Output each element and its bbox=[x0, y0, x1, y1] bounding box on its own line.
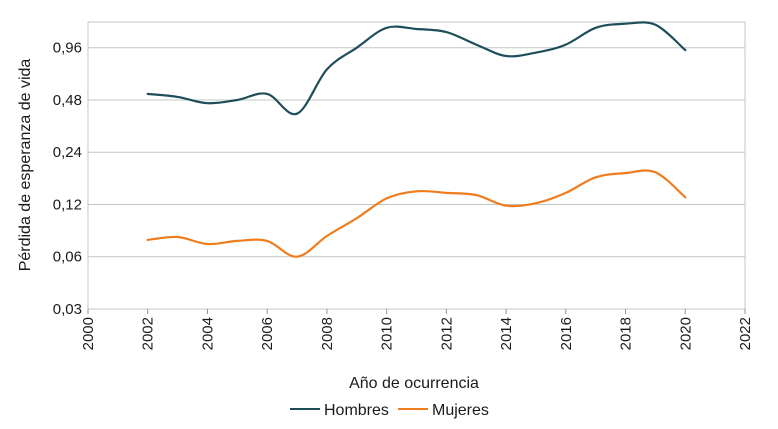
y-tick-label: 0,03 bbox=[53, 301, 82, 318]
x-tick-label: 2008 bbox=[319, 317, 336, 350]
legend-label-mujeres: Mujeres bbox=[432, 402, 489, 419]
y-tick-label: 0,96 bbox=[53, 40, 82, 57]
y-axis-title: Pérdida de esperanza de vida bbox=[17, 59, 34, 272]
series-lines bbox=[146, 21, 687, 258]
legend: Hombres Mujeres bbox=[290, 402, 489, 419]
x-axis-title: Año de ocurrencia bbox=[349, 375, 479, 392]
y-tick-label: 0,12 bbox=[53, 196, 82, 213]
x-axis-ticks: 2000 2002 2004 2006 2008 2010 2012 2014 2016 2018… bbox=[80, 309, 754, 350]
x-tick-label: 2016 bbox=[558, 317, 575, 350]
plot-frame bbox=[87, 21, 746, 310]
x-tick-label: 2006 bbox=[259, 317, 276, 350]
x-tick-label: 2012 bbox=[438, 317, 455, 350]
x-tick-label: 2004 bbox=[199, 317, 216, 350]
x-tick-label: 2014 bbox=[498, 317, 515, 350]
y-axis-ticks: 0,03 0,06 0,12 0,24 0,48 0,96 bbox=[53, 40, 82, 318]
legend-label-hombres: Hombres bbox=[324, 402, 389, 419]
x-tick-label: 2010 bbox=[379, 317, 396, 350]
series-line-mujeres bbox=[146, 169, 687, 258]
y-tick-label: 0,24 bbox=[53, 144, 82, 161]
x-tick-label: 2020 bbox=[677, 317, 694, 350]
y-tick-label: 0,48 bbox=[53, 92, 82, 109]
y-tick-label: 0,06 bbox=[53, 249, 82, 266]
grid-lines bbox=[88, 47, 745, 310]
x-tick-label: 2000 bbox=[80, 317, 97, 350]
series-line-hombres bbox=[146, 21, 687, 116]
x-tick-label: 2022 bbox=[737, 317, 754, 350]
x-tick-label: 2018 bbox=[618, 317, 635, 350]
x-tick-label: 2002 bbox=[140, 317, 157, 350]
